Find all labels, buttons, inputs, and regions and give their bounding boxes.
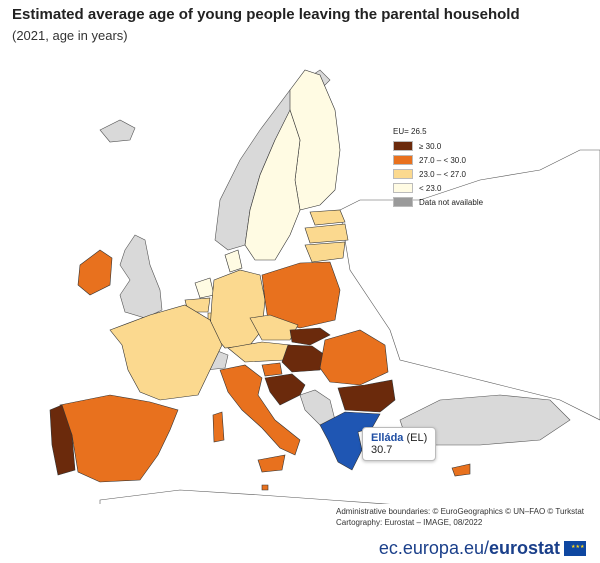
legend-label: ≥ 30.0 <box>419 141 442 151</box>
region-portugal <box>49 404 76 476</box>
europe-map <box>49 69 600 504</box>
region-romania <box>319 329 389 386</box>
legend-swatch <box>393 183 413 193</box>
legend-label: 27.0 – < 30.0 <box>419 155 466 165</box>
legend-label: < 23.0 <box>419 183 442 193</box>
country-tooltip: Elláda (EL) 30.7 <box>362 427 437 461</box>
tooltip-country-name: Elláda <box>371 432 404 444</box>
brand-prefix: ec.europa.eu/ <box>378 538 489 558</box>
region-estonia <box>309 209 346 226</box>
region-russia-east <box>339 149 600 421</box>
legend-swatch <box>393 141 413 151</box>
legend-item: ≥ 30.0 <box>393 140 483 152</box>
region-croatia <box>264 373 306 406</box>
region-ireland <box>77 249 113 296</box>
legend-swatch <box>393 169 413 179</box>
map-title: Estimated average age of young people le… <box>12 6 520 23</box>
region-greece <box>319 411 381 471</box>
region-cyprus <box>451 463 471 477</box>
legend-swatch <box>393 155 413 165</box>
legend-eu-average: EU= 26.5 <box>393 127 427 136</box>
tooltip-country-code: (EL) <box>406 432 428 444</box>
legend-swatch <box>393 197 413 207</box>
region-lithuania <box>304 241 346 263</box>
region-sicily <box>257 454 286 473</box>
region-denmark <box>224 249 243 273</box>
region-netherlands <box>194 277 215 299</box>
map-subtitle: (2021, age in years) <box>12 28 128 43</box>
region-sweden <box>244 109 301 261</box>
region-germany <box>209 269 266 349</box>
region-north-africa <box>99 489 391 504</box>
brand-suffix: eurostat <box>488 538 560 558</box>
eu-flag-icon: ★★★ <box>564 541 586 556</box>
region-spain <box>59 394 179 483</box>
region-france <box>109 304 223 401</box>
legend-item: Data not available <box>393 196 483 208</box>
region-latvia <box>304 223 349 244</box>
map-credits: Administrative boundaries: © EuroGeograp… <box>336 506 584 528</box>
legend-item: 27.0 – < 30.0 <box>393 154 483 166</box>
region-slovakia <box>289 327 331 346</box>
region-uk <box>119 234 163 319</box>
region-bulgaria <box>337 379 396 413</box>
region-italy <box>219 364 301 456</box>
legend-label: Data not available <box>419 197 484 207</box>
region-hungary <box>281 344 326 373</box>
region-malta <box>261 484 269 491</box>
credits-cartography: Cartography: Eurostat – IMAGE, 08/2022 <box>335 518 483 527</box>
tooltip-value: 30.7 <box>371 444 393 456</box>
map-legend: EU= 26.5 ≥ 30.0 27.0 – < 30.0 23.0 – < 2… <box>393 127 483 210</box>
region-poland <box>261 261 341 329</box>
region-slovenia <box>261 362 283 377</box>
legend-item: 23.0 – < 27.0 <box>393 168 483 180</box>
legend-item: < 23.0 <box>393 182 483 194</box>
credits-boundaries: Administrative boundaries: © EuroGeograp… <box>335 507 584 516</box>
legend-label: 23.0 – < 27.0 <box>419 169 466 179</box>
region-sardinia <box>212 411 225 443</box>
eurostat-brand[interactable]: ec.europa.eu/ eurostat ★★★ <box>379 538 586 559</box>
region-iceland <box>99 119 136 143</box>
